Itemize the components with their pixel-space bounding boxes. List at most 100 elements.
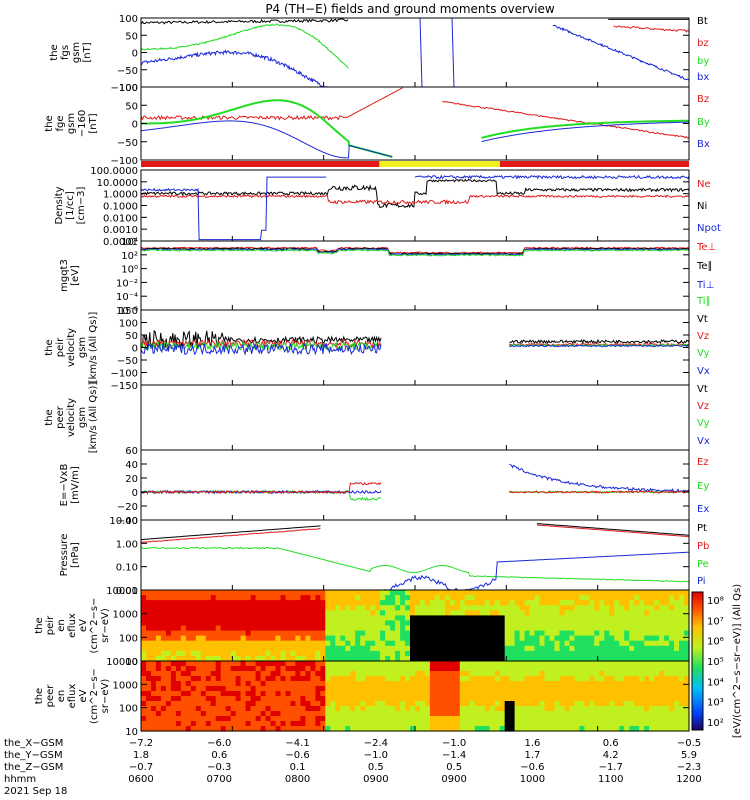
peer-spectrogram-cell — [395, 696, 401, 702]
peer-spectrogram-cell — [634, 716, 640, 722]
peir-spectrogram-cell — [659, 610, 665, 616]
peer-spectrogram-cell — [285, 676, 292, 682]
trace-vt — [140, 329, 690, 350]
peer-spectrogram-cell — [146, 671, 152, 677]
peir-spectrogram-cell — [444, 635, 451, 642]
peer-spectrogram-cell — [315, 726, 321, 732]
peer-spectrogram-cell — [599, 711, 605, 717]
peer-spectrogram-cell — [639, 701, 645, 707]
peer-spectrogram-cell — [146, 661, 152, 667]
peir-spectrogram-cell — [499, 615, 506, 622]
peir-spectrogram-cell — [654, 600, 660, 606]
peir-spectrogram-cell — [265, 615, 272, 622]
peir-spectrogram-cell — [330, 590, 336, 596]
peir-spectrogram-cell — [250, 615, 257, 622]
peer-spectrogram-cell — [674, 681, 680, 687]
peir-spectrogram-cell — [365, 610, 371, 616]
peir-spectrogram-cell — [315, 620, 321, 627]
peer-spectrogram-cell — [459, 711, 466, 717]
peer-spectrogram-cell — [355, 676, 361, 682]
peer-spectrogram-cell — [664, 666, 670, 672]
y-tick-label: 100.0000 — [90, 166, 138, 177]
peir-spectrogram-cell — [619, 620, 625, 627]
peer-spectrogram-cell — [469, 686, 476, 692]
peer-spectrogram-cell — [200, 661, 207, 667]
peir-spectrogram-cell — [280, 630, 287, 637]
peir-spectrogram-cell — [205, 640, 212, 647]
peir-spectrogram-cell — [240, 645, 247, 652]
peer-spectrogram-cell — [429, 666, 436, 672]
peir-spectrogram-cell — [614, 605, 620, 611]
peir-spectrogram-cell — [275, 625, 282, 632]
peer-spectrogram-cell — [639, 726, 645, 732]
peir-spectrogram-cell — [385, 645, 391, 652]
peer-spectrogram-cell — [629, 711, 635, 717]
peir-spectrogram-cell — [469, 610, 476, 616]
peer-spectrogram-cell — [260, 691, 267, 697]
peir-spectrogram-cell — [220, 590, 227, 596]
peer-spectrogram-cell — [290, 696, 297, 702]
peer-spectrogram-cell — [405, 686, 411, 692]
peir-spectrogram-cell — [484, 620, 491, 627]
peir-spectrogram-cell — [275, 600, 282, 606]
peer-spectrogram-cell — [489, 681, 496, 687]
peir-spectrogram-cell — [415, 640, 421, 647]
peir-spectrogram-cell — [380, 655, 386, 662]
peer-spectrogram-cell — [559, 676, 566, 682]
colorbar-tick-label: 10² — [707, 718, 724, 729]
peir-spectrogram-cell — [529, 635, 536, 642]
peer-spectrogram-cell — [499, 671, 506, 677]
peir-spectrogram-cell — [410, 645, 416, 652]
peir-spectrogram-cell — [614, 615, 620, 622]
peir-spectrogram-cell — [449, 650, 456, 657]
peir-spectrogram-cell — [155, 600, 162, 606]
peir-spectrogram-cell — [360, 610, 366, 616]
peer-spectrogram-cell — [669, 661, 675, 667]
peir-spectrogram-cell — [151, 610, 157, 616]
peer-spectrogram-cell — [420, 671, 426, 677]
peir-spectrogram-cell — [225, 590, 232, 596]
peir-spectrogram-cell — [335, 615, 341, 622]
peer-spectrogram-cell — [674, 721, 680, 727]
peir-spectrogram-cell — [544, 625, 551, 632]
peir-spectrogram-cell — [494, 640, 501, 647]
peir-spectrogram-cell — [504, 655, 511, 662]
peer-spectrogram-cell — [594, 691, 600, 697]
peer-spectrogram-cell — [195, 686, 202, 692]
peir-spectrogram-cell — [644, 615, 650, 622]
legend-label: Te⊥ — [696, 242, 716, 253]
peir-spectrogram-cell — [325, 640, 331, 647]
peir-spectrogram-cell — [245, 610, 252, 616]
peir-spectrogram-cell — [634, 595, 640, 601]
peer-spectrogram-cell — [310, 726, 316, 732]
peer-spectrogram-cell — [405, 716, 411, 722]
peer-spectrogram-cell — [335, 666, 341, 672]
peir-spectrogram-cell — [370, 635, 376, 642]
peer-spectrogram-cell — [564, 726, 571, 732]
peir-spectrogram-cell — [340, 630, 346, 637]
peir-spectrogram-cell — [315, 600, 321, 606]
peir-spectrogram-cell — [674, 625, 680, 632]
peer-spectrogram-cell — [619, 686, 625, 692]
peer-spectrogram-cell — [220, 726, 227, 732]
peir-spectrogram-cell — [210, 655, 217, 662]
peer-spectrogram-cell — [569, 711, 575, 717]
peir-spectrogram-cell — [385, 595, 391, 601]
peer-spectrogram-cell — [464, 666, 471, 672]
peir-spectrogram-cell — [459, 605, 466, 611]
peer-spectrogram-cell — [564, 706, 571, 712]
peir-spectrogram-cell — [454, 615, 461, 622]
peer-spectrogram-cell — [275, 666, 282, 672]
peir-spectrogram-cell — [574, 590, 580, 596]
peer-spectrogram-cell — [215, 696, 222, 702]
panel-frame — [140, 384, 690, 451]
peir-spectrogram-cell — [365, 605, 371, 611]
peir-spectrogram-cell — [290, 630, 297, 637]
peer-spectrogram-cell — [539, 676, 546, 682]
peer-spectrogram-cell — [300, 716, 306, 722]
peir-spectrogram-cell — [559, 605, 566, 611]
peir-spectrogram-cell — [489, 615, 496, 622]
peer-spectrogram-cell — [360, 671, 366, 677]
peer-spectrogram-cell — [151, 726, 157, 732]
peir-spectrogram-cell — [315, 595, 321, 601]
